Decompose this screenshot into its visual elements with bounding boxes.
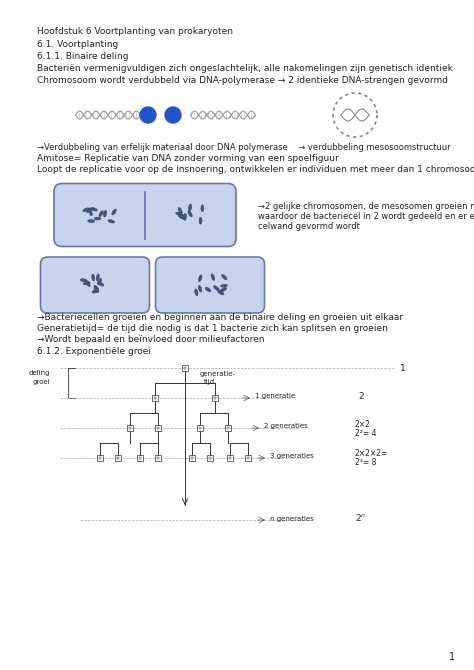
Text: n generaties: n generaties	[270, 516, 314, 522]
Ellipse shape	[99, 210, 103, 217]
Bar	[227, 455, 233, 461]
Text: 2$^n$: 2$^n$	[355, 512, 366, 523]
Bar	[207, 455, 213, 461]
Ellipse shape	[83, 208, 90, 212]
Text: 1: 1	[449, 652, 455, 662]
Ellipse shape	[86, 208, 92, 212]
Ellipse shape	[195, 289, 198, 295]
Text: 2³= 8: 2³= 8	[355, 458, 376, 467]
Text: 6.1.2. Exponentiële groei: 6.1.2. Exponentiële groei	[37, 347, 151, 356]
Ellipse shape	[178, 213, 184, 218]
Text: 2×2×2=: 2×2×2=	[355, 449, 388, 458]
Ellipse shape	[96, 274, 100, 281]
Ellipse shape	[175, 212, 182, 216]
Text: →Wordt bepaald en beïnvloed door milieufactoren: →Wordt bepaald en beïnvloed door milieuf…	[37, 335, 264, 344]
Ellipse shape	[92, 289, 99, 293]
FancyBboxPatch shape	[155, 257, 264, 313]
Bar	[245, 455, 251, 461]
Text: 6.1.1. Binaire deling: 6.1.1. Binaire deling	[37, 52, 128, 61]
Text: waardoor de bacteriecel in 2 wordt gedeeld en er een nieuwe: waardoor de bacteriecel in 2 wordt gedee…	[258, 212, 474, 221]
Text: 3 generaties: 3 generaties	[270, 453, 314, 459]
Bar	[115, 455, 121, 461]
Ellipse shape	[80, 279, 87, 282]
Ellipse shape	[88, 220, 95, 222]
Text: Bacteriën vermenigvuldigen zich ongeslachtelijk, alle nakomelingen zijn genetisc: Bacteriën vermenigvuldigen zich ongeslac…	[37, 64, 453, 73]
FancyBboxPatch shape	[54, 184, 236, 247]
Bar	[182, 365, 188, 371]
Bar	[197, 425, 203, 431]
Ellipse shape	[91, 208, 98, 211]
Ellipse shape	[85, 281, 90, 287]
Text: 2 generaties: 2 generaties	[264, 423, 308, 429]
Ellipse shape	[94, 287, 99, 293]
Ellipse shape	[103, 210, 107, 217]
Text: 6.1. Voortplanting: 6.1. Voortplanting	[37, 40, 118, 49]
Ellipse shape	[220, 284, 228, 287]
Ellipse shape	[91, 274, 95, 281]
Ellipse shape	[218, 291, 224, 295]
Ellipse shape	[198, 285, 202, 292]
Text: 2²= 4: 2²= 4	[355, 429, 376, 438]
Ellipse shape	[97, 278, 102, 285]
Text: Loopt de replicatie voor op de insnoering, ontwikkelen er individuen met meer da: Loopt de replicatie voor op de insnoerin…	[37, 165, 474, 174]
Ellipse shape	[189, 204, 191, 211]
Ellipse shape	[199, 275, 202, 281]
Text: 2: 2	[358, 392, 364, 401]
Ellipse shape	[83, 281, 90, 285]
Ellipse shape	[201, 205, 204, 212]
Ellipse shape	[112, 209, 117, 215]
Text: →Verdubbeling van erfelijk materiaal door DNA polymerase    → verdubbeling mesos: →Verdubbeling van erfelijk materiaal doo…	[37, 143, 451, 152]
Ellipse shape	[98, 282, 104, 286]
Bar	[189, 455, 195, 461]
Ellipse shape	[181, 214, 185, 220]
Bar	[212, 395, 218, 401]
Text: Generatietijd= de tijd die nodig is dat 1 bacterie zich kan splitsen en groeien: Generatietijd= de tijd die nodig is dat …	[37, 324, 388, 333]
Ellipse shape	[205, 287, 211, 292]
FancyBboxPatch shape	[40, 257, 149, 313]
Ellipse shape	[178, 214, 183, 219]
Bar	[137, 455, 143, 461]
Ellipse shape	[178, 207, 182, 214]
Ellipse shape	[199, 217, 202, 224]
Bar	[127, 425, 133, 431]
Ellipse shape	[214, 285, 219, 291]
Text: →Bacteriecellen groeien en beginnen aan de binaire deling en groeien uit elkaar: →Bacteriecellen groeien en beginnen aan …	[37, 313, 403, 322]
Text: celwand gevormd wordt: celwand gevormd wordt	[258, 222, 360, 231]
Ellipse shape	[108, 220, 115, 223]
Bar	[97, 455, 103, 461]
Text: groei: groei	[32, 379, 50, 385]
Text: generatie-: generatie-	[200, 371, 236, 377]
Text: 1: 1	[400, 364, 406, 373]
Ellipse shape	[183, 214, 187, 220]
Text: 1 generatie: 1 generatie	[255, 393, 295, 399]
Ellipse shape	[222, 275, 227, 280]
Text: Chromosoom wordt verdubbeld via DNA-polymerase → 2 identieke DNA-strengen gevorm: Chromosoom wordt verdubbeld via DNA-poly…	[37, 76, 448, 85]
Text: deling: deling	[28, 370, 50, 376]
Ellipse shape	[89, 209, 92, 216]
Bar	[155, 455, 161, 461]
Ellipse shape	[94, 217, 101, 220]
Text: →2 gelijke chromosomen, de mesosomen groeien naar elkaar: →2 gelijke chromosomen, de mesosomen gro…	[258, 202, 474, 211]
Ellipse shape	[188, 210, 192, 217]
Text: Hoofdstuk 6 Voortplanting van prokaryoten: Hoofdstuk 6 Voortplanting van prokaryote…	[37, 27, 233, 36]
Ellipse shape	[94, 285, 99, 291]
Text: tijd: tijd	[204, 379, 215, 385]
Circle shape	[140, 107, 156, 123]
Circle shape	[165, 107, 181, 123]
Ellipse shape	[211, 274, 215, 281]
Text: Amitose= Replicatie van DNA zonder vorming van een spoelfiguur: Amitose= Replicatie van DNA zonder vormi…	[37, 154, 339, 163]
Bar	[225, 425, 231, 431]
Ellipse shape	[220, 287, 227, 291]
Bar	[152, 395, 158, 401]
Bar	[155, 425, 161, 431]
Text: 2×2: 2×2	[355, 420, 371, 429]
